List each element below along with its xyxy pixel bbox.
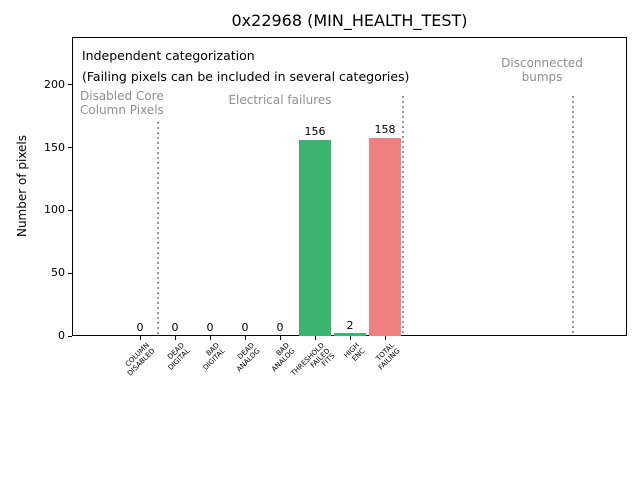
bar-high-enc (334, 333, 366, 336)
bar-value-label: 0 (241, 321, 249, 334)
y-tick-mark (68, 209, 72, 211)
failing-pixels-note-line: (Failing pixels can be included in sever… (82, 69, 410, 84)
group-label-disabled-core-column-pixels-line: Disabled Core (80, 89, 164, 103)
group-label-disconnected-bumps-line: bumps (521, 70, 563, 84)
group-label-electrical-failures: Electrical failures (228, 93, 331, 107)
y-tick-mark (68, 147, 72, 149)
bar-value-label: 158 (374, 122, 396, 136)
x-tick-mark (315, 336, 316, 340)
y-tick-mark (68, 84, 72, 86)
plot-area (72, 37, 627, 336)
bar-value-label: 0 (206, 321, 214, 334)
independent-categorization-note: Independent categorization (82, 49, 255, 63)
y-tick-label: 50 (51, 266, 65, 280)
chart-title: 0x22968 (MIN_HEALTH_TEST) (231, 11, 468, 30)
group-label-disabled-core-column-pixels-line: Column Pixels (80, 103, 164, 117)
bar-threshold-failed-fits (299, 140, 331, 336)
failing-pixels-note: (Failing pixels can be included in sever… (82, 70, 409, 84)
y-axis-label: Number of pixels (15, 134, 29, 238)
x-tick-mark (385, 336, 386, 340)
y-tick-mark (68, 335, 72, 337)
group-label-disconnected-bumps-line: Disconnected (501, 56, 583, 70)
bar-value-label: 0 (171, 321, 179, 334)
bar-value-label: 2 (346, 318, 354, 332)
x-tick-mark (280, 336, 281, 340)
y-tick-label: 150 (44, 140, 65, 154)
x-tick-mark (175, 336, 176, 340)
y-tick-label: 200 (44, 77, 65, 91)
y-tick-label: 0 (58, 329, 65, 342)
x-tick-mark (140, 336, 141, 340)
y-tick-mark (68, 272, 72, 274)
group-separator-line (401, 96, 404, 336)
bar-value-label: 156 (304, 125, 326, 139)
independent-categorization-note-line: Independent categorization (82, 48, 255, 63)
bar-total-failing (369, 137, 401, 336)
bar-value-label: 0 (276, 321, 284, 334)
x-tick-mark (210, 336, 211, 340)
group-label-disabled-core-column-pixels: Disabled Core Column Pixels (80, 89, 164, 117)
group-label-electrical-failures-line: Electrical failures (228, 93, 332, 107)
x-tick-label-line: COLUMN (123, 341, 151, 369)
x-tick-mark (245, 336, 246, 340)
bar-value-label: 0 (136, 321, 144, 334)
group-separator-line (156, 122, 159, 336)
group-label-disconnected-bumps: Disconnected bumps (501, 56, 583, 84)
y-tick-label: 100 (44, 203, 65, 217)
x-tick-mark (350, 336, 351, 340)
group-separator-line (571, 96, 574, 336)
